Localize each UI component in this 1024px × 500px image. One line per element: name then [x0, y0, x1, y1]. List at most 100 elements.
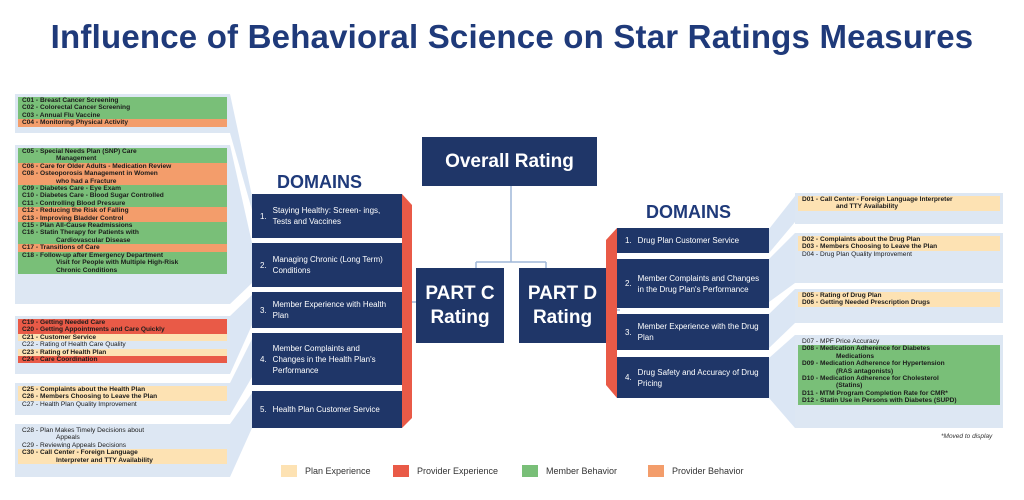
part-c-domain-label: Member Experience with Health Plan [272, 300, 387, 320]
measure-item: C06 - Care for Older Adults - Medication… [18, 162, 227, 171]
part-d-domain-2: 2. Member Complaints and Changes in the … [617, 259, 769, 308]
legend-label: Member Behavior [546, 466, 618, 476]
part-c-domains-title: DOMAINS [277, 172, 362, 192]
measure-item: C01 - Breast Cancer Screening [18, 97, 227, 105]
measure-item: C11 - Controlling Blood Pressure [18, 199, 227, 208]
measure-item: Management [18, 155, 227, 163]
measure-item: C20 - Getting Appointments and Care Quic… [18, 326, 227, 334]
measure-item: D02 - Complaints about the Drug Plan [798, 236, 1000, 244]
measure-item: C16 - Statin Therapy for Patients with [18, 229, 227, 237]
part-c-domain-label: Member Complaints and Changes in the Hea… [272, 343, 376, 375]
measure-item: C19 - Getting Needed Care [18, 319, 227, 327]
part-d-rating-line1: PART D [527, 282, 598, 304]
measure-item: D01 - Call Center - Foreign Language Int… [798, 196, 1000, 204]
part-c-domain-num: 2. [260, 260, 267, 270]
part-c-domain-4: 4. Member Complaints and Changes in the … [252, 333, 402, 385]
legend-item-plan-experience: Plan Experience [281, 465, 371, 477]
measure-item: Chronic Conditions [18, 266, 227, 274]
legend-swatch [281, 465, 297, 477]
part-d-domains-title: DOMAINS [646, 202, 731, 222]
measure-item: C21 - Customer Service [18, 333, 227, 342]
part-d-domain-label: Member Complaints and Changes in the Dru… [637, 273, 760, 294]
part-d-domain-num: 3. [625, 327, 632, 337]
measure-item: C10 - Diabetes Care - Blood Sugar Contro… [18, 192, 227, 200]
measure-item: (RAS antagonists) [798, 367, 1000, 376]
legend-swatch [648, 465, 664, 477]
part-c-rating-line1: PART C [425, 282, 495, 304]
measure-item: D06 - Getting Needed Prescription Drugs [798, 299, 1000, 307]
measure-item: C13 - Improving Bladder Control [18, 214, 227, 223]
measure-item: D11 - MTM Program Completion Rate for CM… [798, 389, 1000, 398]
measure-item: D12 - Statin Use in Persons with Diabete… [798, 397, 1000, 405]
part-c-domain-label: Health Plan Customer Service [272, 405, 380, 414]
part-d-rating-box: PART D Rating [519, 268, 606, 343]
measure-item: D09 - Medication Adherence for Hypertens… [798, 360, 1000, 368]
part-d-measure-group-1: D01 - Call Center - Foreign Language Int… [795, 193, 1003, 224]
overall-rating-box: Overall Rating [422, 137, 597, 186]
part-d-domain-num: 1. [625, 236, 632, 245]
part-c-domain-num: 4. [260, 354, 267, 364]
measure-item: C18 - Follow-up after Emergency Departme… [18, 251, 227, 260]
measure-item: C09 - Diabetes Care - Eye Exam [18, 185, 227, 193]
legend-label: Plan Experience [305, 466, 371, 476]
measure-item: C25 - Complaints about the Health Plan [18, 386, 227, 394]
part-d-domain-num: 2. [625, 279, 632, 288]
part-c-domain-3: 3. Member Experience with Health Plan [252, 292, 402, 328]
measure-item: C12 - Reducing the Risk of Falling [18, 207, 227, 215]
measure-item: D04 - Drug Plan Quality Improvement [802, 250, 912, 258]
part-c-measure-group-4: C25 - Complaints about the Health Plan C2… [15, 383, 230, 415]
part-c-rating-line2: Rating [430, 306, 490, 328]
part-d-measure-group-4: D07 - MPF Price Accuracy D08 - Medication… [795, 335, 1003, 428]
moved-to-display-note: *Moved to display [941, 433, 993, 440]
part-d-domain-label: Drug Plan Customer Service [637, 236, 740, 245]
measure-item: C05 - Special Needs Plan (SNP) Care [18, 148, 227, 156]
measure-item: C29 - Reviewing Appeals Decisions [22, 441, 127, 449]
part-d-domain-4: 4. Drug Safety and Accuracy of Drug Pric… [617, 357, 769, 398]
legend-item-provider-experience: Provider Experience [393, 465, 498, 477]
part-c-measure-group-3: C19 - Getting Needed Care C20 - Getting A… [15, 316, 230, 374]
measure-item: Visit for People with Multiple High-Risk [18, 259, 227, 267]
measure-item: C23 - Rating of Health Plan [18, 348, 227, 357]
part-d-domain-label: Drug Safety and Accuracy of Drug Pricing [637, 367, 759, 388]
part-c-domain-num: 1. [260, 211, 267, 221]
measure-item: C02 - Colorectal Cancer Screening [18, 104, 227, 112]
measure-item: C26 - Members Choosing to Leave the Plan [18, 393, 227, 401]
part-c-measure-group-2: C05 - Special Needs Plan (SNP) Care Manag… [15, 145, 230, 304]
measure-item: C30 - Call Center - Foreign Language [18, 449, 227, 457]
part-c-rating-box: PART C Rating [416, 268, 504, 343]
measure-item: Cardiovascular Disease [18, 236, 227, 245]
legend-label: Provider Experience [417, 466, 499, 476]
measure-item: D08 - Medication Adherence for Diabetes [798, 345, 1000, 353]
measure-item: C22 - Rating of Health Care Quality [22, 341, 126, 349]
part-c-measure-group-1: C01 - Breast Cancer Screening C02 - Color… [15, 94, 230, 133]
measure-item: (Statins) [798, 382, 1000, 390]
measure-item: Interpreter and TTY Availability [18, 456, 227, 465]
measure-item: C24 - Care Coordination [18, 356, 227, 364]
measure-item: C27 - Health Plan Quality Improvement [22, 400, 137, 408]
measure-item: D05 - Rating of Drug Plan [798, 292, 1000, 300]
legend-swatch [522, 465, 538, 477]
page-title: Influence of Behavioral Science on Star … [50, 18, 974, 55]
measure-item: C03 - Annual Flu Vaccine [18, 111, 227, 120]
part-c-domain-num: 5. [260, 405, 267, 414]
part-d-measure-group-3: D05 - Rating of Drug Plan D06 - Getting N… [795, 289, 1003, 323]
part-d-domain-label: Member Experience with the Drug Plan [637, 322, 759, 342]
overall-rating-label: Overall Rating [445, 150, 574, 172]
measure-item: C17 - Transitions of Care [18, 244, 227, 252]
measure-item: Medications [798, 352, 1000, 361]
part-c-domain-1: 1. Staying Healthy: Screen- ings, Tests … [252, 194, 402, 238]
part-d-rating-line2: Rating [532, 306, 593, 328]
measure-item: C04 - Monitoring Physical Activity [18, 119, 227, 127]
part-d-domain-1: 1. Drug Plan Customer Service [617, 228, 769, 253]
measure-item: C15 - Plan All-Cause Readmissions [18, 222, 227, 230]
measure-item: D07 - MPF Price Accuracy [802, 338, 880, 345]
measure-item: C28 - Plan Makes Timely Decisions about [22, 427, 145, 434]
part-c-measure-group-5: C28 - Plan Makes Timely Decisions about A… [15, 424, 230, 477]
part-c-domain-label: Managing Chronic (Long Term) Conditions [272, 255, 383, 275]
part-c-domain-num: 3. [260, 305, 267, 315]
legend-label: Provider Behavior [672, 466, 744, 476]
measure-item: and TTY Availability [798, 203, 1000, 211]
part-d-domain-num: 4. [625, 373, 632, 382]
measure-item: who had a Fracture [18, 177, 227, 186]
